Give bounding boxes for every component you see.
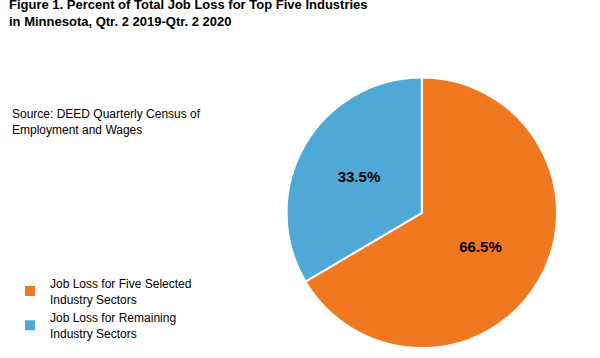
svg-text:Job Loss for RemainingIndustry: Job Loss for RemainingIndustry Sectors bbox=[50, 311, 176, 341]
svg-text:Job Loss for Five SelectedIndu: Job Loss for Five SelectedIndustry Secto… bbox=[50, 277, 191, 307]
svg-text:66.5%: 66.5% bbox=[459, 238, 502, 255]
svg-text:Figure 1. Percent of Total Job: Figure 1. Percent of Total Job Loss for … bbox=[9, 0, 368, 29]
svg-text:33.5%: 33.5% bbox=[338, 168, 381, 185]
svg-text:Source: DEED Quarterly Census: Source: DEED Quarterly Census ofEmployme… bbox=[12, 107, 201, 137]
